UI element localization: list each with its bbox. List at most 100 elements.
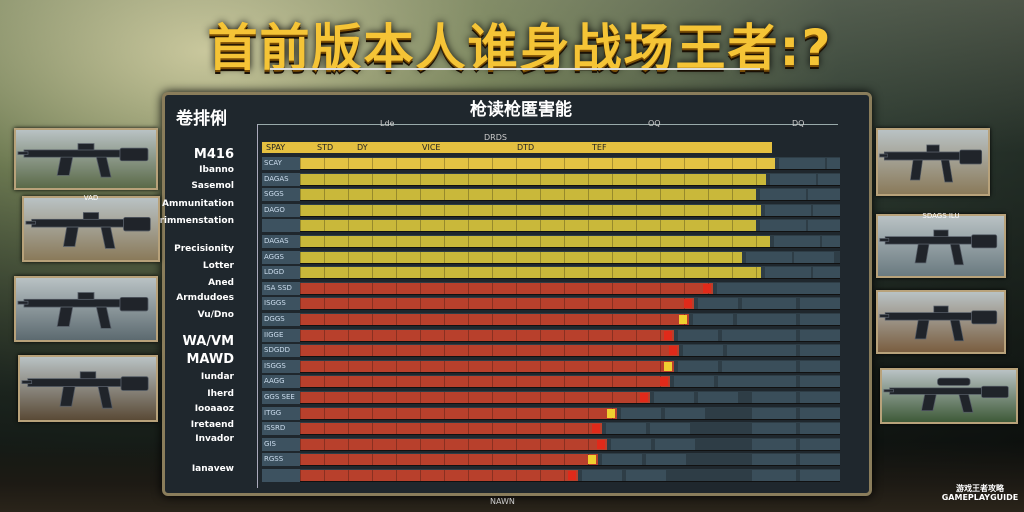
stat-bar	[300, 158, 776, 169]
stat-cell	[626, 470, 667, 481]
table-row: DAGO	[262, 203, 840, 217]
weapon-card[interactable]	[14, 128, 158, 190]
marker-icon	[606, 408, 615, 418]
table-row: IIGGE	[262, 328, 840, 342]
stat-cell	[645, 454, 686, 466]
stat-cell	[764, 267, 811, 279]
table-row: AAGG	[262, 375, 840, 389]
stat-cell	[752, 360, 796, 372]
stat-cell	[800, 392, 840, 403]
stat-cell	[752, 392, 796, 403]
panel-right-title: 枪读枪匿害能	[470, 100, 572, 120]
row-code: SCAY	[262, 157, 300, 170]
row-code	[262, 219, 300, 233]
table-row: ISA SSD	[262, 281, 840, 295]
row-label: M416	[193, 147, 234, 162]
row-code: ISGGS	[262, 297, 300, 311]
table-row: DAGAS	[262, 172, 840, 186]
header-row: SPAY STD DY VICE DTD TEF	[262, 142, 772, 153]
row-label: Iretaend	[190, 420, 234, 430]
marker-icon	[568, 471, 577, 480]
stat-cell	[752, 470, 796, 481]
table-row: SCAY	[262, 157, 840, 170]
stat-cell	[722, 360, 763, 372]
row-code: RGSS	[262, 453, 300, 467]
stat-cell	[664, 407, 705, 419]
stat-bar	[300, 438, 608, 450]
page-title: 首前版本人谁身战场王者:?	[207, 19, 833, 77]
stat-cell	[727, 345, 768, 357]
title-divider	[270, 68, 760, 70]
row-code: ITGG	[262, 406, 300, 420]
stat-bar	[300, 470, 579, 481]
header-cell: SPAY	[266, 143, 286, 152]
weapon-card[interactable]	[876, 214, 1006, 278]
row-label: Iundar	[200, 372, 234, 382]
row-code: SGGS	[262, 188, 300, 202]
stat-cell	[752, 345, 796, 357]
top-label: DQ	[792, 119, 805, 128]
weapon-card[interactable]	[22, 196, 160, 262]
stat-bar	[300, 345, 680, 357]
row-code	[262, 469, 300, 482]
table-row: DAGAS	[262, 235, 840, 248]
row-label: Armdudoes	[176, 293, 234, 303]
marker-icon	[669, 346, 678, 356]
weapon-card[interactable]	[18, 355, 158, 422]
rifle-icon	[878, 292, 1004, 352]
header-cell: STD	[317, 143, 334, 152]
weapon-card[interactable]	[876, 128, 990, 196]
weapon-card[interactable]	[880, 368, 1018, 424]
stat-bar	[300, 314, 689, 325]
stat-cell	[673, 376, 714, 388]
table-row: AGGS	[262, 250, 840, 264]
stat-cell	[678, 329, 719, 341]
table-row: ITGG	[262, 406, 840, 420]
stat-cell	[752, 407, 796, 419]
rifle-icon	[16, 130, 156, 188]
table-row: ISGGS	[262, 297, 840, 311]
stat-cell	[620, 407, 661, 419]
marker-icon	[587, 455, 596, 465]
row-code: GGS SEE	[262, 391, 300, 404]
stat-cell	[752, 454, 796, 466]
weapon-card[interactable]	[876, 290, 1006, 354]
stat-cell	[601, 454, 642, 466]
header-cell: DTD	[517, 143, 535, 152]
row-code: ISSRD	[262, 422, 300, 436]
row-code: AGGS	[262, 250, 300, 264]
stat-cell	[800, 376, 840, 388]
rifle-icon	[16, 278, 156, 340]
row-label: Lotter	[202, 261, 234, 271]
top-axis-line	[258, 124, 838, 125]
row-code: LDGD	[262, 266, 300, 280]
stat-cell	[752, 329, 796, 341]
stat-cell	[760, 189, 806, 201]
marker-icon	[659, 377, 668, 387]
row-label: Ibanno	[199, 165, 234, 175]
marker-icon	[678, 315, 687, 324]
panel-footer: NAWN	[490, 497, 515, 506]
row-code: DGGS	[262, 313, 300, 326]
top-label: Lde	[380, 119, 395, 128]
stat-cell	[752, 438, 796, 450]
row-code: GIS	[262, 437, 300, 451]
row-label: Ammunitation	[162, 199, 234, 209]
stat-bar	[300, 204, 761, 216]
stat-cell	[606, 423, 647, 435]
weapon-caption: VAD	[83, 194, 99, 202]
stat-cell	[698, 392, 739, 403]
stat-bar	[300, 360, 675, 372]
stat-bar	[300, 251, 742, 263]
stat-cell	[800, 407, 840, 419]
header-cell: VICE	[422, 143, 441, 152]
row-label: WA/VM	[182, 334, 234, 349]
weapon-card[interactable]	[14, 276, 158, 342]
stat-cell	[812, 204, 840, 216]
axis-line	[257, 124, 258, 488]
stat-cell	[752, 298, 796, 310]
row-label: Iherd	[207, 389, 234, 399]
stat-cell	[745, 251, 792, 263]
stat-cell	[817, 173, 840, 185]
watermark: 游戏王者攻略 GAMEPLAYGUIDE	[941, 484, 1019, 502]
